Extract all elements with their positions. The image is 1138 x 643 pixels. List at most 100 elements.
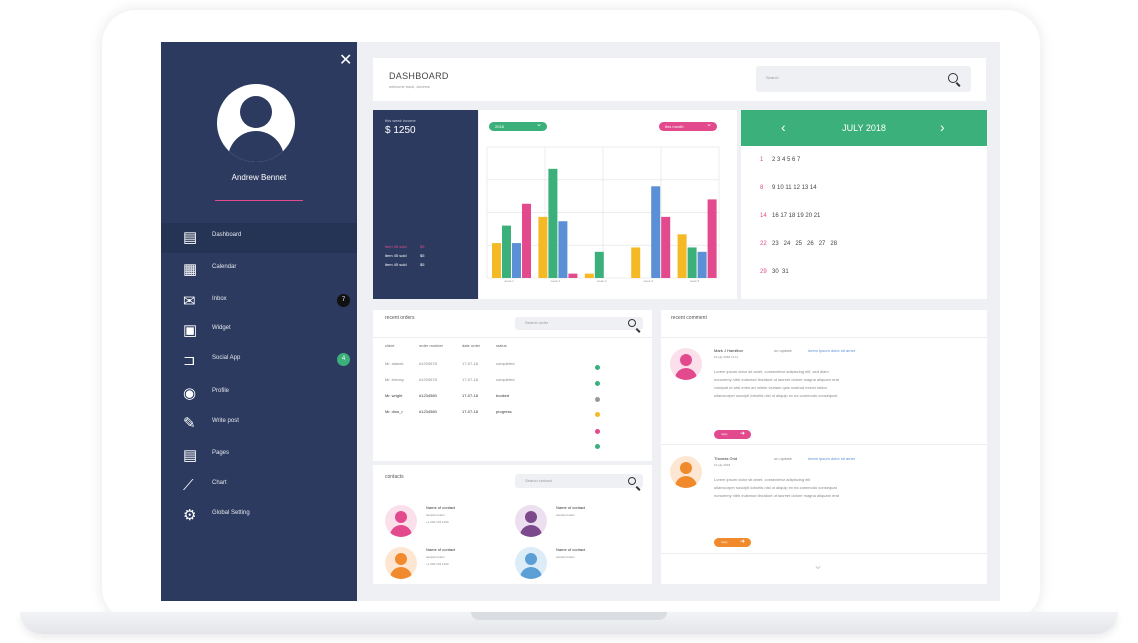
contact-name[interactable]: Name of contact bbox=[556, 547, 586, 552]
sidebar-item-dashboard[interactable]: ▤ Dashboard bbox=[161, 223, 357, 253]
search-input[interactable]: Search bbox=[766, 75, 779, 80]
calendar-header: ‹ JULY 2018 › bbox=[741, 110, 987, 146]
avatar[interactable] bbox=[385, 547, 417, 579]
comment-author[interactable]: Thomas Grid bbox=[714, 456, 738, 461]
sidebar-item-label: Dashboard bbox=[212, 232, 242, 238]
comment-time: 10 july 2018 11:11 bbox=[714, 355, 739, 359]
chevron-left-icon[interactable]: ‹ bbox=[781, 119, 786, 135]
table-row[interactable]: Mr. wright #1234580 17-07-18 booked bbox=[373, 393, 652, 403]
bar bbox=[568, 273, 578, 278]
arrow-right-icon: ➜ bbox=[740, 539, 746, 545]
page-title: DASHBOARD bbox=[389, 71, 449, 81]
sidebar-item-widget[interactable]: ▣ Widget bbox=[161, 316, 357, 346]
income-item: item 45 sold bbox=[385, 262, 407, 267]
bar bbox=[707, 199, 717, 278]
reply-label: reply bbox=[721, 540, 728, 544]
table-cell: Mr. wright bbox=[385, 393, 403, 398]
contact-sub: sample button bbox=[556, 513, 575, 517]
calendar-week-start[interactable]: 29 bbox=[760, 269, 767, 275]
sidebar-item-inbox[interactable]: ✉ Inbox 7 bbox=[161, 287, 357, 317]
search-icon[interactable] bbox=[628, 477, 636, 485]
income-item: item 45 sold bbox=[385, 244, 407, 249]
table-cell: 17-07-18 bbox=[462, 377, 479, 382]
avatar[interactable] bbox=[515, 547, 547, 579]
table-cell: booked bbox=[496, 393, 510, 398]
sidebar-item-social-app[interactable]: ⊐ Social App 4 bbox=[161, 346, 357, 376]
table-row[interactable]: Mr. brenny #1234578 17-07-18 completed bbox=[373, 377, 652, 387]
calendar-days[interactable]: 9 10 11 12 13 14 bbox=[772, 185, 817, 191]
table-cell: #1234580 bbox=[419, 393, 437, 398]
comment-text: Lorem ipsum dolor sit amet, consectetur … bbox=[714, 477, 811, 482]
search-icon[interactable] bbox=[628, 319, 636, 327]
calendar-days[interactable]: 16 17 18 19 20 21 bbox=[772, 213, 821, 219]
bar bbox=[538, 216, 548, 278]
status-dot bbox=[595, 429, 600, 434]
orders-search-input[interactable]: Search order bbox=[525, 320, 549, 325]
comments-title: recent comment bbox=[671, 315, 707, 321]
bar bbox=[502, 225, 511, 278]
sidebar-item-profile[interactable]: ◉ Profile bbox=[161, 379, 357, 409]
table-cell: Mr. dino_r bbox=[385, 409, 403, 414]
x-tick-label: week 3 bbox=[597, 279, 607, 283]
contact-sub: sample button bbox=[426, 513, 445, 517]
bar bbox=[677, 234, 687, 278]
status-dot bbox=[595, 397, 600, 402]
sidebar-item-write-post[interactable]: ✎ Write post bbox=[161, 409, 357, 439]
income-card: this week income $ 1250 item 45 sold $5 it… bbox=[373, 110, 478, 299]
calendar-week-start[interactable]: 22 bbox=[760, 241, 767, 247]
comment-text: ullamcorper suscipit lobortis nisl ut al… bbox=[714, 485, 837, 490]
calendar-days[interactable]: 2 3 4 5 6 7 bbox=[772, 157, 801, 163]
bar bbox=[651, 186, 661, 278]
contacts-search[interactable]: Search contact bbox=[515, 474, 643, 488]
avatar[interactable] bbox=[515, 505, 547, 537]
sidebar-item-pages[interactable]: ▤ Pages bbox=[161, 441, 357, 471]
period-select[interactable]: this month bbox=[659, 120, 717, 131]
calendar-month: JULY 2018 bbox=[842, 123, 886, 133]
sidebar-item-label: Social App bbox=[212, 355, 241, 361]
contact-name[interactable]: Name of contact bbox=[426, 505, 456, 510]
table-row[interactable]: Mr. dino_r #1234580 17-07-18 progress bbox=[373, 409, 652, 419]
calendar-days[interactable]: 30 31 bbox=[772, 269, 789, 275]
status-dot bbox=[595, 444, 600, 449]
count-badge: 7 bbox=[337, 294, 350, 307]
bar bbox=[697, 251, 707, 278]
column-header: client bbox=[385, 343, 395, 348]
table-row[interactable]: Mr. alanek #1234578 17-07-18 completed bbox=[373, 361, 652, 371]
contact-name[interactable]: Name of contact bbox=[556, 505, 586, 510]
contact-sub: sample button bbox=[556, 555, 575, 559]
calendar-days[interactable]: 23 24 25 26 27 28 bbox=[772, 241, 838, 247]
contact-name[interactable]: Name of contact bbox=[426, 547, 456, 552]
sidebar-item-label: Widget bbox=[212, 325, 231, 331]
chevron-right-icon[interactable]: › bbox=[940, 119, 945, 135]
sidebar-item-global-setting[interactable]: ⚙ Global Setting bbox=[161, 501, 357, 531]
reply-button[interactable]: reply ➜ bbox=[714, 538, 751, 547]
sidebar-item-label: Global Setting bbox=[212, 510, 250, 516]
bar bbox=[584, 273, 594, 278]
sidebar-item-chart[interactable]: ⟋ Chart bbox=[161, 471, 357, 501]
orders-search[interactable]: Search order bbox=[515, 317, 643, 330]
calendar-week-start[interactable]: 8 bbox=[760, 185, 764, 191]
user-underline bbox=[215, 200, 303, 201]
chevron-down-icon[interactable]: ⌄ bbox=[813, 558, 824, 572]
table-cell: Mr. alanek bbox=[385, 361, 404, 366]
sidebar-item-calendar[interactable]: ▦ Calendar bbox=[161, 255, 357, 285]
comment-author[interactable]: Mark J Hamilton bbox=[714, 348, 743, 353]
bar bbox=[687, 247, 697, 278]
table-cell: progress bbox=[496, 409, 512, 414]
avatar[interactable] bbox=[385, 505, 417, 537]
year-select[interactable]: 2018 bbox=[489, 120, 547, 131]
avatar[interactable] bbox=[670, 348, 702, 380]
calendar-week-start[interactable]: 1 bbox=[760, 157, 764, 163]
contacts-search-input[interactable]: Search contact bbox=[525, 478, 552, 483]
comment-link[interactable]: lorem ipsum dolor sit amet bbox=[808, 348, 855, 353]
bar bbox=[492, 243, 501, 278]
close-icon[interactable]: ✕ bbox=[339, 52, 353, 69]
search-icon[interactable] bbox=[948, 73, 958, 83]
calendar-week-start[interactable]: 14 bbox=[760, 213, 767, 219]
header-search[interactable]: Search bbox=[756, 66, 971, 92]
comment-link[interactable]: lorem ipsum dolor sit amet bbox=[808, 456, 855, 461]
mail-icon: ✉ bbox=[183, 293, 196, 310]
table-cell: #1234578 bbox=[419, 361, 437, 366]
reply-button[interactable]: reply ➜ bbox=[714, 430, 751, 439]
avatar[interactable] bbox=[670, 456, 702, 488]
